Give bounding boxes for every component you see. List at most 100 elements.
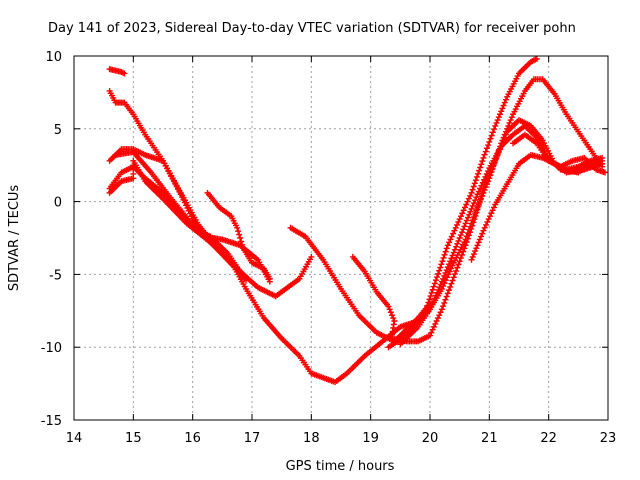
data-point [461, 223, 468, 230]
data-point [470, 200, 477, 207]
data-point [602, 169, 609, 176]
data-point [452, 224, 459, 231]
data-point [424, 302, 431, 309]
data-point [472, 210, 479, 217]
series-track-3 [106, 146, 273, 285]
series-track-6 [204, 189, 273, 282]
data-point [495, 114, 502, 121]
data-point [493, 119, 500, 126]
data-point [493, 153, 500, 160]
data-point [485, 142, 492, 149]
data-point [469, 253, 476, 260]
data-point [445, 287, 452, 294]
data-point [502, 128, 509, 135]
data-point [238, 238, 245, 245]
data-point [482, 184, 489, 191]
data-point [438, 306, 445, 313]
data-point [453, 243, 460, 250]
data-point [444, 242, 451, 249]
data-point [468, 256, 475, 263]
data-point [502, 96, 509, 103]
data-point [386, 306, 393, 313]
data-point [471, 180, 478, 187]
data-point [448, 280, 455, 287]
data-point [477, 164, 484, 171]
data-point [465, 195, 472, 202]
data-point [472, 177, 479, 184]
x-tick-label: 21 [481, 431, 498, 446]
y-tick-label: -10 [41, 341, 62, 356]
data-point [496, 146, 503, 153]
data-point [234, 224, 241, 231]
data-point [436, 312, 443, 319]
data-point [441, 299, 448, 306]
data-point [428, 289, 435, 296]
data-point [470, 214, 477, 221]
data-point [430, 323, 437, 330]
data-point [484, 218, 491, 225]
data-point [486, 213, 493, 220]
data-point [487, 135, 494, 142]
x-tick-label: 22 [540, 431, 557, 446]
data-point [389, 312, 396, 319]
data-point [508, 114, 515, 121]
data-point [385, 303, 392, 310]
data-point [490, 204, 497, 211]
data-point [494, 117, 501, 124]
data-point [468, 189, 475, 196]
data-point [479, 230, 486, 237]
data-point [438, 261, 445, 268]
data-point [507, 117, 514, 124]
y-tick-label: 5 [54, 123, 62, 138]
data-point [469, 186, 476, 193]
x-tick-label: 16 [184, 431, 201, 446]
data-point [447, 236, 454, 243]
data-point [425, 299, 432, 306]
data-point [489, 165, 496, 172]
data-point [451, 246, 458, 253]
data-point [472, 197, 479, 204]
data-point [456, 216, 463, 223]
data-point [478, 195, 485, 202]
data-point [468, 205, 475, 212]
data-point [442, 269, 449, 276]
data-point [494, 149, 501, 156]
data-point [457, 232, 464, 239]
data-point [455, 237, 462, 244]
data-point [448, 255, 455, 262]
x-tick-label: 14 [66, 431, 83, 446]
y-tick-label: 10 [45, 50, 62, 65]
data-point [466, 226, 473, 233]
data-point [464, 230, 471, 237]
data-point [469, 217, 476, 224]
data-point [490, 162, 497, 169]
data-point [428, 329, 435, 336]
data-point [445, 261, 452, 268]
data-point [457, 213, 464, 220]
x-tick-label: 15 [125, 431, 142, 446]
data-point [492, 122, 499, 129]
data-point [441, 251, 448, 258]
data-point [486, 175, 493, 182]
data-point [474, 242, 481, 249]
data-point [499, 137, 506, 144]
x-tick-label: 20 [422, 431, 439, 446]
data-point [456, 258, 463, 265]
data-point [479, 158, 486, 165]
data-point [481, 224, 488, 231]
data-point [475, 201, 482, 208]
data-point [454, 221, 461, 228]
data-point [434, 315, 441, 322]
data-point [489, 129, 496, 136]
data-point [476, 236, 483, 243]
data-point [497, 111, 504, 118]
plot-frame [73, 55, 609, 421]
series-track-1 [106, 66, 128, 77]
data-point [450, 249, 457, 256]
data-point [483, 181, 490, 188]
data-point [239, 241, 246, 248]
data-point [478, 233, 485, 240]
data-point [462, 220, 469, 227]
data-point [427, 293, 434, 300]
data-point [501, 99, 508, 106]
